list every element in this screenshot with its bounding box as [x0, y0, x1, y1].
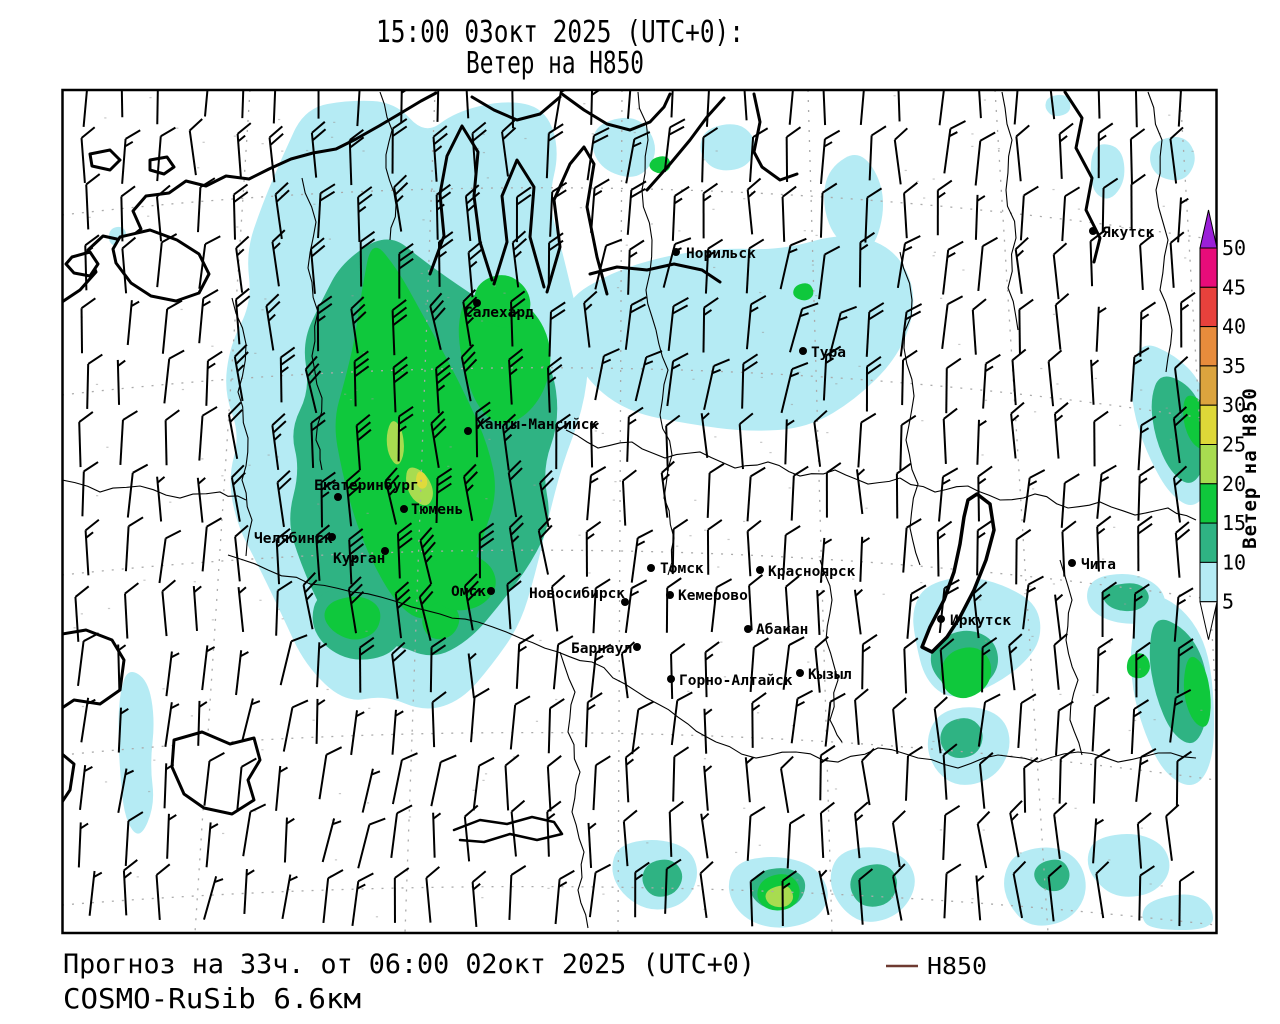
city-label: Екатеринбург: [314, 478, 419, 494]
colorbar-tick-label: 30: [1222, 393, 1246, 417]
city-dot: [328, 533, 336, 541]
wind-speed-shading-layer: [73, 94, 1214, 930]
legend-label: H850: [927, 954, 987, 980]
city-marker: Курган: [333, 547, 389, 567]
city-label: Иркутск: [950, 613, 1011, 629]
city-label: Тура: [811, 345, 846, 361]
city-dot: [1068, 559, 1076, 567]
colorbar-tick-label: 10: [1222, 550, 1246, 574]
city-label: Салехард: [464, 305, 534, 321]
city-marker: Иркутск: [937, 613, 1011, 629]
city-dot: [756, 566, 764, 574]
city-marker: Кызыл: [796, 667, 852, 683]
city-marker: Ханты-Мансийск: [464, 417, 598, 435]
city-dot: [666, 591, 674, 599]
city-marker: Якутск: [1089, 225, 1155, 241]
city-labels-layer: Норильск Салехард Тура Ханты-Мансийск Якутск…: [254, 225, 1155, 689]
region-borders-layer: [63, 91, 1197, 929]
city-label: Чита: [1081, 557, 1116, 573]
colorbar-tick-label: 5: [1222, 590, 1234, 614]
city-dot: [672, 248, 680, 256]
city-dot: [473, 299, 481, 307]
city-label: Барнаул: [571, 641, 632, 657]
city-dot: [796, 669, 804, 677]
city-dot: [667, 675, 675, 683]
city-marker: Красноярск: [756, 564, 856, 580]
city-label: Абакан: [756, 622, 808, 638]
city-label: Красноярск: [768, 564, 856, 580]
city-marker: Норильск: [672, 246, 756, 262]
city-dot: [381, 547, 389, 555]
colorbar: 50 45 40 35 30 25 20 15 10 5: [1199, 209, 1246, 640]
city-label: Курган: [333, 551, 385, 567]
city-label: Горно-Алтайск: [679, 673, 793, 689]
city-label: Томск: [660, 561, 704, 577]
city-marker: Новосибирск: [529, 586, 629, 606]
city-dot: [400, 505, 408, 513]
colorbar-tick-label: 50: [1222, 236, 1246, 260]
city-label: Кызыл: [808, 667, 852, 683]
city-marker: Екатеринбург: [314, 478, 419, 501]
map-title-line2: Ветер на H850: [466, 46, 644, 81]
city-label: Тюмень: [411, 502, 463, 518]
colorbar-title: Ветер на H850: [1239, 387, 1261, 549]
wind-barbs-layer: [74, 91, 1196, 928]
city-marker: Томск: [647, 561, 704, 577]
city-dot: [937, 615, 945, 623]
colorbar-tick-label: 15: [1222, 511, 1246, 535]
colorbar-tick-label: 35: [1222, 354, 1246, 378]
city-label: Омск: [451, 584, 486, 600]
city-marker: Тюмень: [400, 502, 463, 518]
city-dot: [464, 427, 472, 435]
city-label: Норильск: [686, 246, 756, 262]
graticule-layer: [63, 91, 1216, 932]
city-dot: [334, 493, 342, 501]
city-marker: Чита: [1068, 557, 1116, 573]
city-label: Ханты-Мансийск: [476, 417, 598, 433]
city-label: Новосибирск: [529, 586, 625, 602]
city-dot: [487, 587, 495, 595]
city-marker: Салехард: [464, 299, 534, 321]
city-marker: Горно-Алтайск: [667, 673, 793, 689]
city-marker: Абакан: [744, 622, 808, 638]
city-label: Якутск: [1102, 225, 1155, 241]
city-dot: [799, 347, 807, 355]
city-marker: Кемерово: [666, 588, 748, 604]
colorbar-tick-label: 40: [1222, 315, 1246, 339]
city-dot: [621, 598, 629, 606]
city-dot: [1089, 227, 1097, 235]
colorbar-tick-label: 20: [1222, 472, 1246, 496]
forecast-caption: Прогноз на 33ч. от 06:00 02окт 2025 (UTC…: [63, 949, 755, 980]
city-label: Челябинск: [254, 531, 333, 547]
map-title-line1: 15:00 03окт 2025 (UTC+0):: [376, 15, 744, 50]
city-marker: Барнаул: [571, 641, 641, 657]
city-dot: [744, 625, 752, 633]
model-caption: COSMO-RuSib 6.6км: [63, 982, 361, 1015]
colorbar-tick-label: 45: [1222, 275, 1246, 299]
city-marker: Челябинск: [254, 531, 336, 547]
colorbar-tick-label: 25: [1222, 433, 1246, 457]
city-marker: Тура: [799, 345, 846, 361]
city-dot: [633, 643, 641, 651]
city-dot: [647, 564, 655, 572]
city-marker: Омск: [451, 584, 495, 600]
city-label: Кемерово: [678, 588, 748, 604]
